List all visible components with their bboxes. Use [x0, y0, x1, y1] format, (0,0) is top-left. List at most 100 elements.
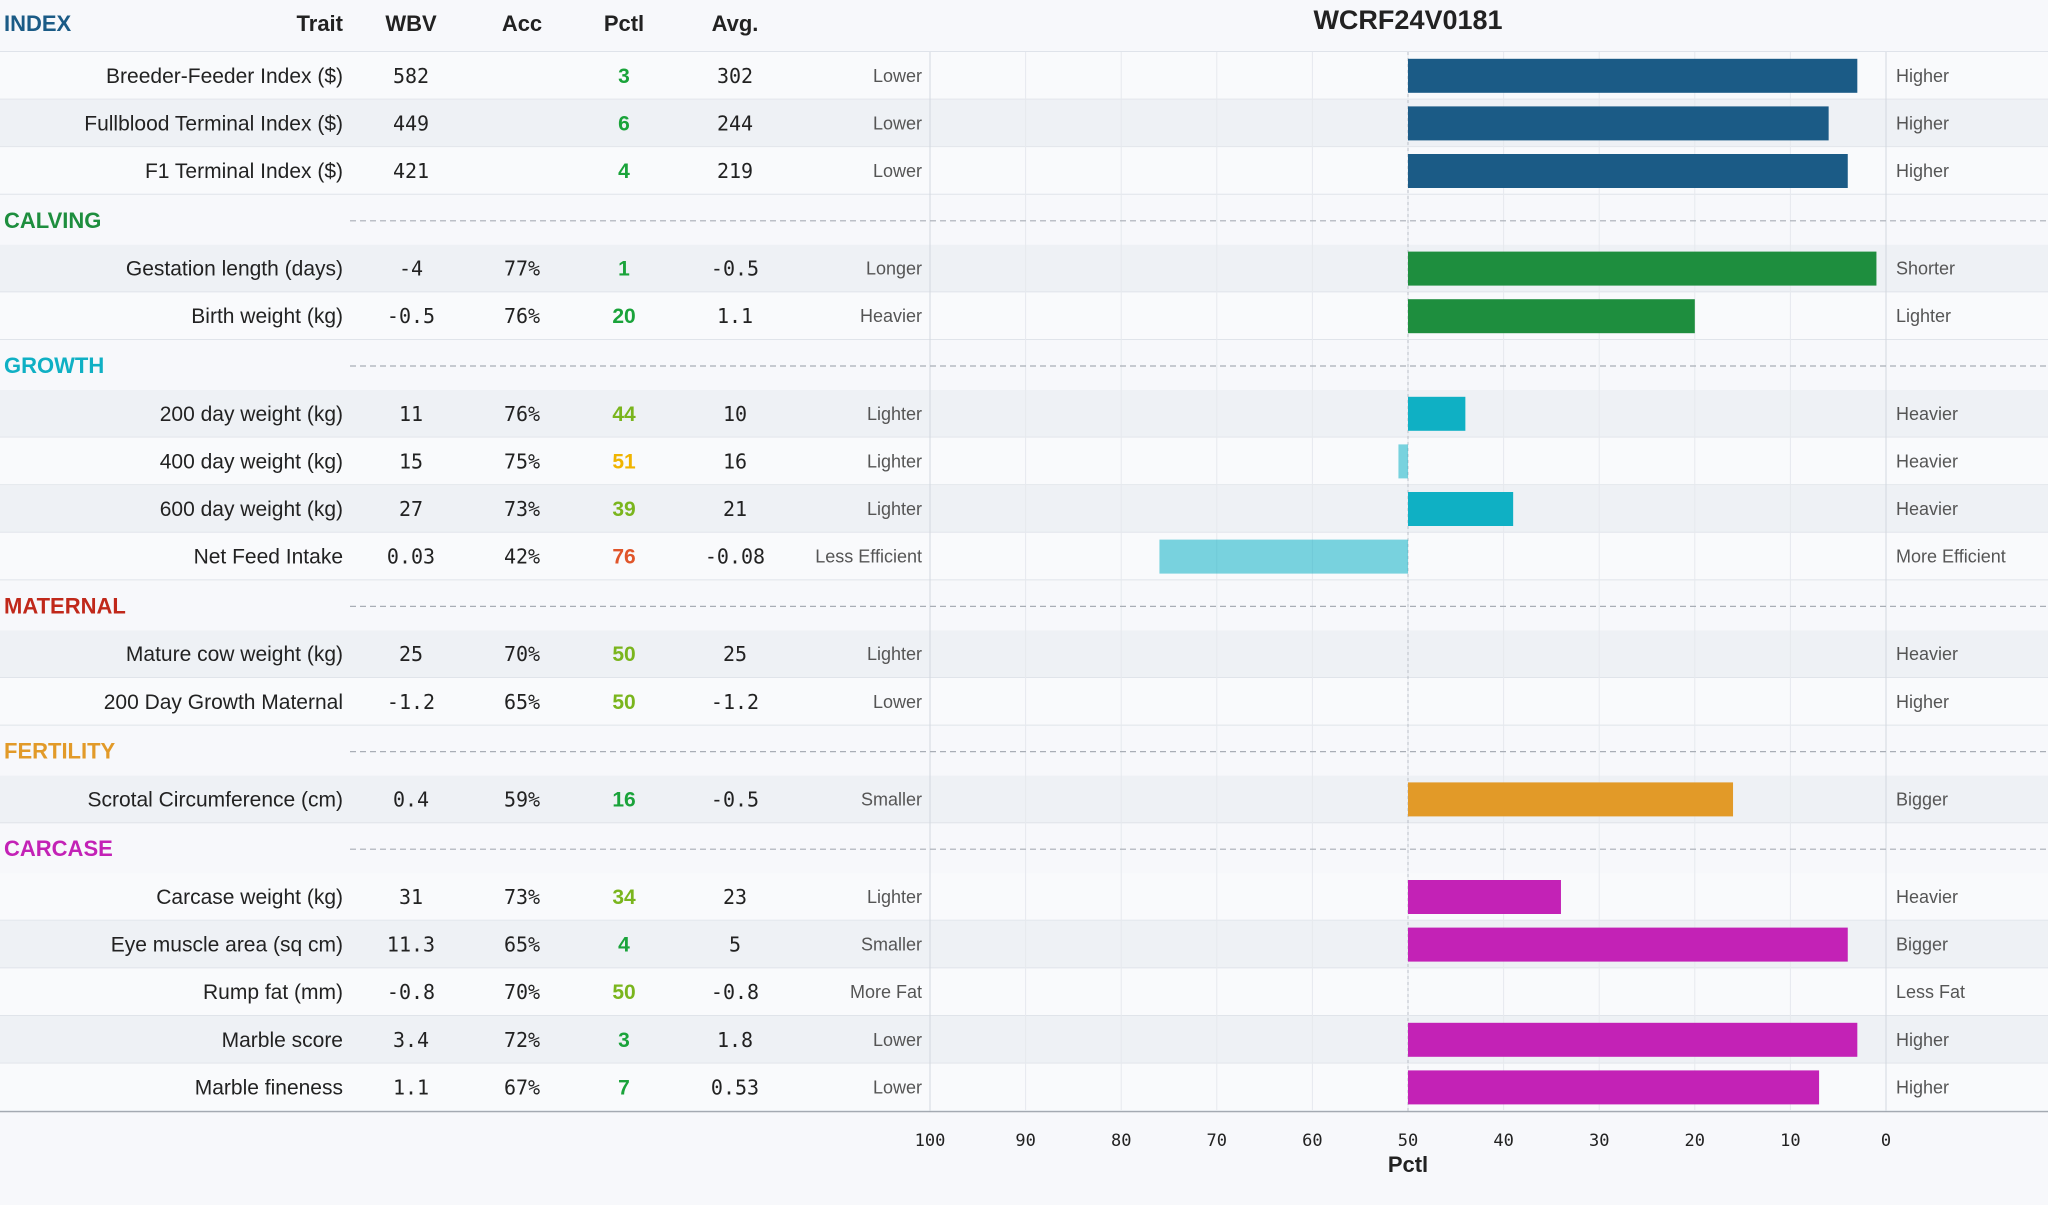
bar-carcase-weight-kg	[1408, 880, 1561, 914]
acc-value: 76%	[504, 304, 540, 328]
low-direction-label: Smaller	[861, 789, 922, 809]
low-direction-label: Longer	[866, 259, 922, 279]
bar-breeder-feeder-index	[1408, 58, 1858, 93]
avg-value: -1.2	[711, 690, 759, 714]
x-tick-label: 80	[1111, 1131, 1131, 1151]
group-label-index: INDEX	[4, 11, 72, 36]
row-background	[0, 437, 2048, 486]
x-tick-label: 0	[1881, 1131, 1891, 1151]
row-background	[0, 630, 2048, 678]
bar-birth-weight-kg	[1408, 299, 1695, 334]
row-background	[0, 485, 2048, 533]
pctl-value: 50	[612, 691, 635, 714]
wbv-value: 1.1	[393, 1075, 429, 1099]
low-direction-label: Lower	[873, 113, 922, 133]
high-direction-label: Heavier	[1896, 451, 1958, 471]
column-header-pctl: Pctl	[604, 11, 644, 36]
bar-net-feed-intake	[1159, 539, 1408, 574]
high-direction-label: Shorter	[1896, 259, 1955, 279]
low-direction-label: Lighter	[867, 499, 922, 519]
bar-fullblood-terminal-index	[1408, 106, 1829, 141]
trait-name: Net Feed Intake	[194, 546, 343, 569]
x-tick-label: 10	[1780, 1131, 1800, 1151]
group-label-growth: GROWTH	[4, 353, 104, 378]
wbv-value: 15	[399, 449, 423, 473]
pctl-value: 34	[612, 886, 636, 909]
acc-value: 72%	[504, 1028, 540, 1052]
pctl-value: 20	[612, 305, 635, 328]
pctl-value: 4	[618, 160, 630, 183]
wbv-value: 11.3	[387, 933, 435, 957]
acc-value: 70%	[504, 980, 540, 1004]
pctl-value: 16	[612, 788, 635, 811]
bars	[1159, 58, 1877, 1105]
acc-value: 65%	[504, 690, 540, 714]
acc-value: 70%	[504, 642, 540, 666]
wbv-value: 11	[399, 402, 423, 426]
trait-name: Breeder-Feeder Index ($)	[106, 65, 343, 88]
avg-value: 23	[723, 885, 747, 909]
low-direction-label: More Fat	[850, 982, 922, 1002]
trait-name: 200 Day Growth Maternal	[104, 691, 343, 714]
x-axis-title: Pctl	[1388, 1152, 1428, 1177]
bar-gestation-length-days	[1408, 251, 1877, 286]
high-direction-label: Higher	[1896, 692, 1949, 712]
trait-name: Scrotal Circumference (cm)	[87, 788, 343, 811]
acc-value: 77%	[504, 257, 540, 281]
high-direction-label: Less Fat	[1896, 982, 1965, 1002]
chart-title: WCRF24V0181	[1313, 5, 1502, 35]
table-text: INDEX Trait WBV Acc Pctl Avg. WCRF24V0181 CALVI…	[4, 5, 2006, 1177]
column-header-wbv: WBV	[385, 11, 437, 36]
trait-name: F1 Terminal Index ($)	[145, 160, 343, 183]
bar-marble-score	[1408, 1022, 1858, 1057]
avg-value: 10	[723, 402, 747, 426]
acc-value: 76%	[504, 402, 540, 426]
high-direction-label: Heavier	[1896, 404, 1958, 424]
trait-name: Rump fat (mm)	[203, 981, 343, 1004]
avg-value: 21	[723, 497, 747, 521]
high-direction-label: Higher	[1896, 161, 1949, 181]
x-tick-label: 40	[1493, 1131, 1513, 1151]
row-background	[0, 390, 2048, 438]
acc-value: 67%	[504, 1075, 540, 1099]
bar-f1-terminal-index	[1408, 154, 1848, 188]
group-label-carcase: CARCASE	[4, 836, 113, 861]
pctl-value: 1	[618, 258, 630, 281]
avg-value: 302	[717, 64, 753, 88]
row-background	[0, 292, 2048, 340]
avg-value: -0.8	[711, 980, 759, 1004]
high-direction-label: Bigger	[1896, 789, 1948, 809]
wbv-value: 421	[393, 159, 429, 183]
bar-400-day-weight-kg	[1398, 444, 1408, 479]
trait-name: Fullblood Terminal Index ($)	[84, 112, 343, 135]
avg-value: -0.08	[705, 545, 765, 569]
high-direction-label: Lighter	[1896, 306, 1951, 326]
high-direction-label: Bigger	[1896, 935, 1948, 955]
pctl-value: 3	[618, 65, 630, 88]
x-tick-label: 100	[915, 1131, 946, 1151]
low-direction-label: Lighter	[867, 404, 922, 424]
trait-name: 200 day weight (kg)	[160, 403, 343, 426]
x-tick-label: 50	[1398, 1131, 1418, 1151]
high-direction-label: More Efficient	[1896, 547, 2006, 567]
low-direction-label: Lower	[873, 692, 922, 712]
bar-scrotal-circumference-cm	[1408, 782, 1734, 817]
wbv-value: -1.2	[387, 690, 435, 714]
pctl-value: 4	[618, 934, 630, 957]
avg-value: 1.1	[717, 304, 753, 328]
wbv-value: 582	[393, 64, 429, 88]
low-direction-label: Lighter	[867, 644, 922, 664]
pctl-value: 39	[612, 498, 635, 521]
pctl-value: 6	[618, 112, 630, 135]
trait-name: Eye muscle area (sq cm)	[111, 934, 343, 957]
acc-value: 75%	[504, 449, 540, 473]
low-direction-label: Lighter	[867, 451, 922, 471]
avg-value: 0.53	[711, 1075, 759, 1099]
pctl-value: 51	[612, 450, 636, 473]
x-tick-label: 60	[1302, 1131, 1322, 1151]
avg-value: 25	[723, 642, 747, 666]
low-direction-label: Lower	[873, 1077, 922, 1097]
avg-value: 5	[729, 933, 741, 957]
wbv-value: 449	[393, 111, 429, 135]
avg-value: 16	[723, 449, 747, 473]
